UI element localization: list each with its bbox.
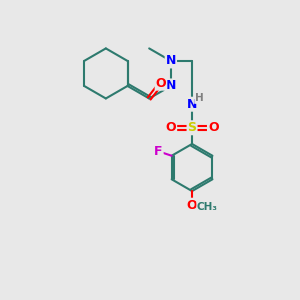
Text: O: O [166,121,176,134]
Text: CH₃: CH₃ [197,202,218,212]
Text: O: O [208,121,219,134]
Text: O: O [187,199,197,212]
Text: S: S [188,121,196,134]
Text: N: N [187,98,197,111]
Text: N: N [166,80,176,92]
Text: F: F [154,145,163,158]
Text: O: O [156,77,166,90]
Text: H: H [195,93,203,103]
Text: N: N [166,54,176,68]
